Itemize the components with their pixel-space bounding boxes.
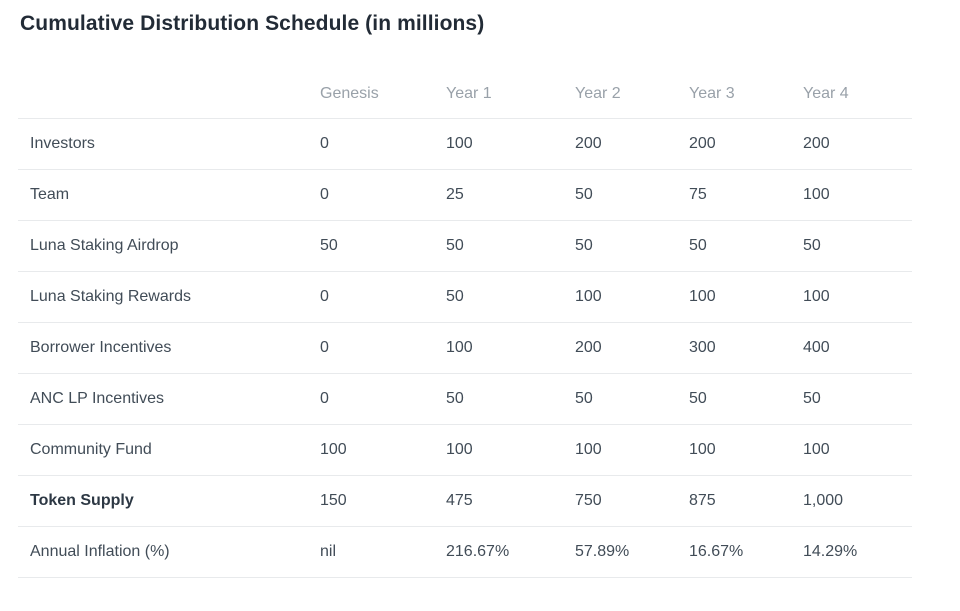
cell-value: 100 [677,424,791,476]
cell-value: 100 [791,169,912,221]
table-row: Investors 0 100 200 200 200 [18,118,912,170]
cell-value: 50 [563,220,677,272]
row-label: Investors [18,118,308,170]
cell-value: 100 [434,118,563,170]
cell-value: 200 [563,322,677,374]
cell-value: 475 [434,475,563,527]
cell-value: 875 [677,475,791,527]
cell-value: 14.29% [791,526,912,578]
cell-value: 50 [308,220,434,272]
cell-value: 400 [791,322,912,374]
cell-value: 50 [563,373,677,425]
cell-value: 200 [563,118,677,170]
distribution-table: Genesis Year 1 Year 2 Year 3 Year 4 Investor… [18,70,912,578]
cell-value: 50 [434,271,563,323]
cell-value: 150 [308,475,434,527]
cell-value: 25 [434,169,563,221]
column-header: Year 2 [563,70,677,119]
cell-value: 75 [677,169,791,221]
row-label: ANC LP Incentives [18,373,308,425]
cell-value: 57.89% [563,526,677,578]
table-row: Community Fund 100 100 100 100 100 [18,424,912,476]
cell-value: 0 [308,118,434,170]
table-row: Luna Staking Rewards 0 50 100 100 100 [18,271,912,323]
cell-value: 300 [677,322,791,374]
column-header: Genesis [308,70,434,119]
column-header-row-labels [18,70,308,119]
row-label: Community Fund [18,424,308,476]
cell-value: 100 [677,271,791,323]
table-row: Borrower Incentives 0 100 200 300 400 [18,322,912,374]
cell-value: 750 [563,475,677,527]
cell-value: 16.67% [677,526,791,578]
cell-value: 50 [677,373,791,425]
row-label: Annual Inflation (%) [18,526,308,578]
cell-value: 0 [308,271,434,323]
cell-value: 200 [677,118,791,170]
row-label: Luna Staking Airdrop [18,220,308,272]
cell-value: 50 [791,373,912,425]
table-row: ANC LP Incentives 0 50 50 50 50 [18,373,912,425]
cell-value: 200 [791,118,912,170]
cell-value: 0 [308,373,434,425]
table-row: Token Supply 150 475 750 875 1,000 [18,475,912,527]
cell-value: 100 [791,271,912,323]
cell-value: 0 [308,169,434,221]
cell-value: 100 [563,271,677,323]
row-label: Borrower Incentives [18,322,308,374]
cell-value: nil [308,526,434,578]
table-row: Luna Staking Airdrop 50 50 50 50 50 [18,220,912,272]
row-label: Token Supply [18,475,308,527]
cell-value: 50 [677,220,791,272]
table-row: Team 0 25 50 75 100 [18,169,912,221]
cell-value: 100 [434,424,563,476]
cell-value: 216.67% [434,526,563,578]
cell-value: 100 [791,424,912,476]
cell-value: 100 [563,424,677,476]
cell-value: 50 [791,220,912,272]
cell-value: 100 [434,322,563,374]
cell-value: 0 [308,322,434,374]
table-row: Annual Inflation (%) nil 216.67% 57.89% 16.6… [18,526,912,578]
cell-value: 100 [308,424,434,476]
cell-value: 1,000 [791,475,912,527]
cell-value: 50 [434,220,563,272]
table-header-row: Genesis Year 1 Year 2 Year 3 Year 4 [18,70,912,119]
row-label: Team [18,169,308,221]
page-title: Cumulative Distribution Schedule (in mil… [20,12,485,35]
column-header: Year 4 [791,70,912,119]
cell-value: 50 [563,169,677,221]
row-label: Luna Staking Rewards [18,271,308,323]
table-head: Genesis Year 1 Year 2 Year 3 Year 4 [18,70,912,119]
table-body: Investors 0 100 200 200 200 Team 0 25 50 75 100 Luna… [18,118,912,578]
column-header: Year 3 [677,70,791,119]
column-header: Year 1 [434,70,563,119]
cell-value: 50 [434,373,563,425]
